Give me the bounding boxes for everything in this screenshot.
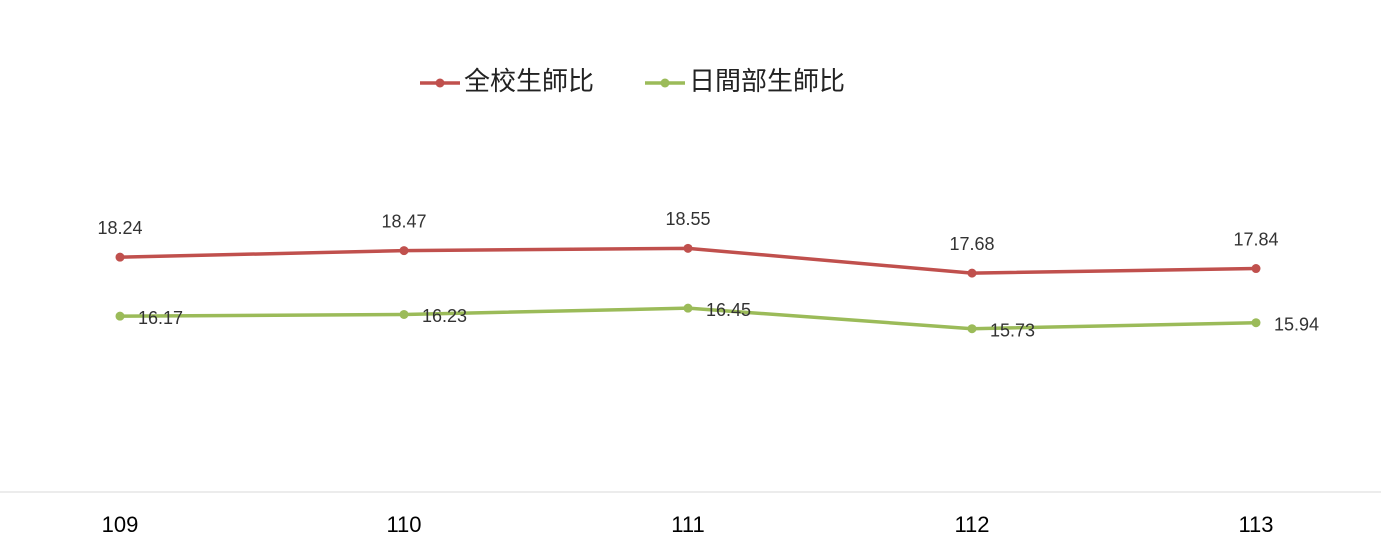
x-tick-label: 111 — [671, 512, 704, 537]
data-label: 16.17 — [138, 308, 183, 328]
data-label: 15.94 — [1274, 314, 1319, 334]
x-tick-label: 110 — [386, 512, 421, 537]
data-point — [683, 243, 693, 253]
data-point — [1251, 318, 1261, 328]
data-point — [967, 268, 977, 278]
data-point — [115, 252, 125, 262]
data-point — [399, 309, 409, 319]
data-label: 16.45 — [706, 300, 751, 320]
legend-marker — [435, 78, 445, 88]
data-point — [115, 311, 125, 321]
x-tick-label: 113 — [1238, 512, 1273, 537]
data-point — [1251, 264, 1261, 274]
legend-marker — [660, 78, 670, 88]
data-point — [967, 324, 977, 334]
data-label: 16.23 — [422, 306, 467, 326]
data-point — [683, 303, 693, 313]
legend-label: 日間部生師比 — [689, 66, 845, 96]
x-tick-label: 112 — [954, 512, 989, 537]
x-tick-label: 109 — [102, 512, 139, 537]
data-point — [399, 246, 409, 256]
data-label: 17.84 — [1233, 229, 1278, 249]
data-label: 17.68 — [949, 234, 994, 254]
data-label: 18.55 — [665, 209, 710, 229]
data-label: 15.73 — [990, 320, 1035, 340]
legend-label: 全校生師比 — [464, 66, 594, 96]
data-label: 18.24 — [97, 218, 142, 238]
data-label: 18.47 — [381, 211, 426, 231]
